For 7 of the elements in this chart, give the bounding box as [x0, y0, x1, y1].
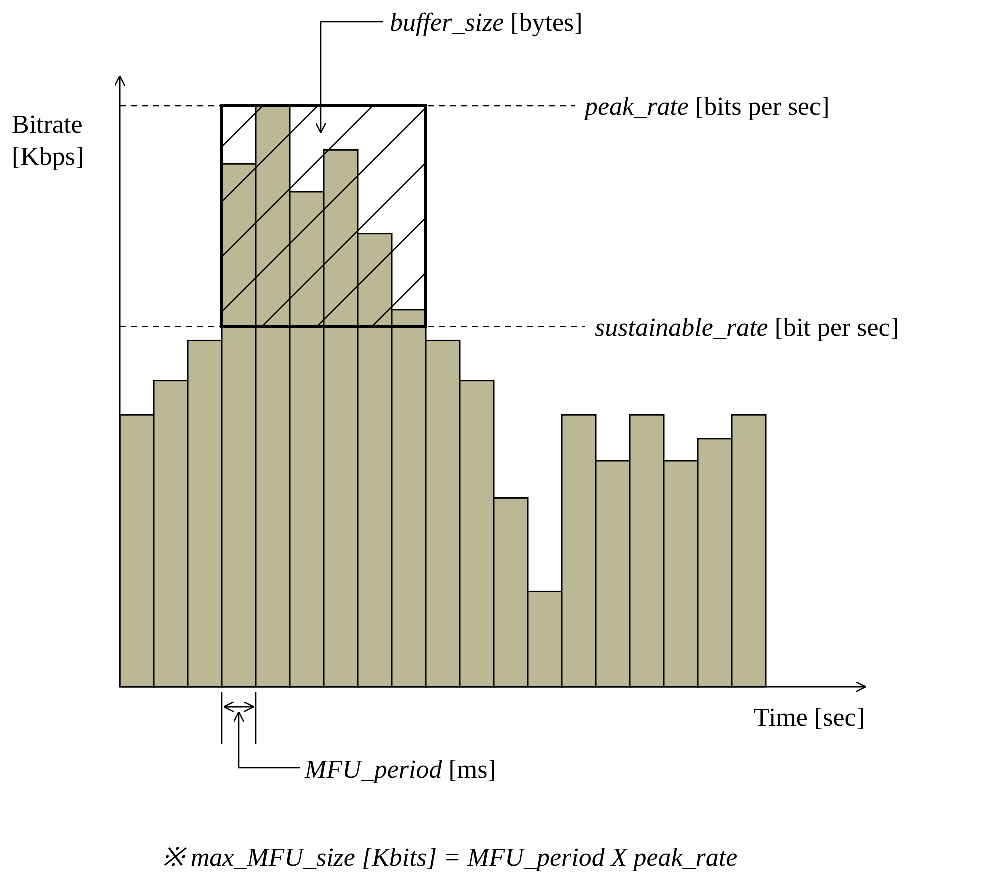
x-axis-title: Time [sec] — [754, 703, 865, 732]
ref-line-label: peak_rate [bits per sec] — [583, 92, 830, 121]
text: buffer_size [bytes] — [390, 8, 583, 37]
text: MFU_period [ms] — [304, 755, 496, 784]
text: ※ max_MFU_size [Kbits] = MFU_period X peak_rate — [162, 843, 738, 872]
ref-line-label: sustainable_rate [bit per sec] — [595, 312, 900, 342]
y-axis-title: Bitrate [Kbps] — [12, 110, 84, 171]
